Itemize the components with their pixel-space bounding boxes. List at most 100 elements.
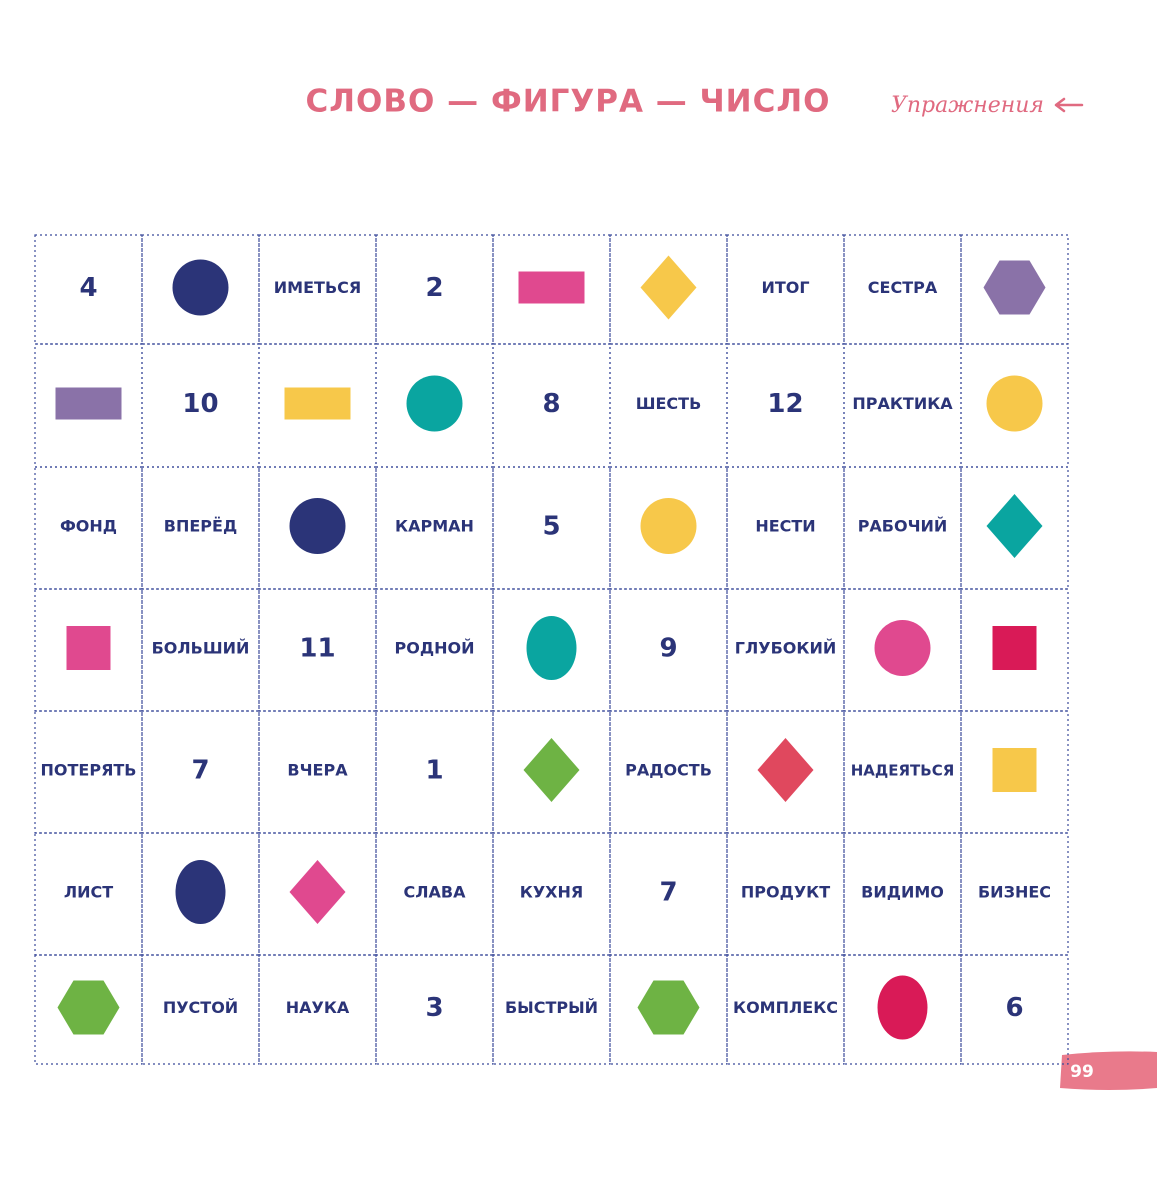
shape-diamond	[289, 860, 346, 924]
word-cell: ИМЕТЬСЯ	[274, 278, 361, 297]
word-cell: СЕСТРА	[868, 278, 938, 297]
shape-circle	[874, 620, 931, 676]
number-cell: 10	[182, 389, 218, 419]
shape-oval	[526, 616, 577, 680]
grid-cell	[258, 954, 377, 1065]
number-cell: 4	[79, 273, 97, 303]
word-cell: СЛАВА	[404, 883, 467, 902]
grid-cell	[609, 234, 728, 345]
grid-cell	[843, 234, 962, 345]
grid-cell	[492, 588, 611, 712]
word-cell: РАДОСТЬ	[625, 761, 712, 780]
word-cell: КУХНЯ	[520, 883, 583, 902]
shape-square	[992, 748, 1037, 792]
grid-cell	[258, 588, 377, 712]
grid-cell	[843, 710, 962, 834]
grid-cell	[34, 710, 143, 834]
grid-cell	[492, 710, 611, 834]
grid-cell	[141, 234, 260, 345]
word-cell: ФОНД	[60, 517, 117, 536]
grid-cell	[609, 954, 728, 1065]
word-cell: ГЛУБОКИЙ	[735, 639, 836, 658]
word-cell: ПРОДУКТ	[741, 883, 830, 902]
grid-cell	[726, 954, 845, 1065]
grid-cell	[960, 588, 1069, 712]
shape-square	[992, 626, 1037, 670]
grid-cell	[492, 954, 611, 1065]
grid-cell	[609, 466, 728, 590]
grid-cell	[258, 466, 377, 590]
grid-cell	[375, 710, 494, 834]
word-cell: РАБОЧИЙ	[858, 517, 948, 536]
word-cell: НАУКА	[286, 998, 350, 1017]
grid-cell	[375, 234, 494, 345]
grid-cell	[492, 234, 611, 345]
grid-cell	[141, 832, 260, 956]
grid-cell	[726, 710, 845, 834]
word-cell: ВЧЕРА	[287, 761, 348, 780]
shape-circle	[289, 498, 346, 554]
shape-circle	[406, 375, 463, 432]
grid-cell	[609, 710, 728, 834]
number-cell: 3	[425, 993, 443, 1023]
grid-cell	[492, 466, 611, 590]
shape-hexagon	[983, 260, 1046, 315]
grid-cell	[258, 234, 377, 345]
shape-rectangle	[55, 387, 122, 420]
grid-cell	[258, 832, 377, 956]
shape-diamond	[986, 494, 1043, 558]
shape-diamond	[640, 255, 697, 320]
word-cell: ПОТЕРЯТЬ	[41, 761, 137, 780]
grid-cell	[843, 832, 962, 956]
section-label: Упражнения	[891, 93, 1044, 118]
word-cell: ЛИСТ	[64, 883, 113, 902]
number-cell: 8	[542, 389, 560, 419]
grid-cell	[843, 588, 962, 712]
word-cell: БОЛЬШИЙ	[152, 639, 250, 658]
number-cell: 11	[299, 634, 335, 664]
shape-hexagon	[637, 980, 700, 1035]
grid-cell	[141, 954, 260, 1065]
grid-cell	[141, 588, 260, 712]
grid-cell	[375, 832, 494, 956]
grid-cell	[375, 588, 494, 712]
word-cell: БИЗНЕС	[978, 883, 1051, 902]
shape-oval	[877, 975, 928, 1040]
shape-rectangle	[518, 271, 585, 304]
page-tab	[1060, 1051, 1157, 1090]
grid-cell	[960, 710, 1069, 834]
page-number: 99	[1070, 1062, 1094, 1082]
shape-oval	[175, 860, 226, 924]
shape-hexagon	[57, 980, 120, 1035]
grid-cell	[609, 832, 728, 956]
grid-cell	[960, 466, 1069, 590]
word-cell: РОДНОЙ	[395, 639, 475, 658]
word-cell: КОМПЛЕКС	[733, 998, 838, 1017]
word-cell: НАДЕЯТЬСЯ	[851, 762, 955, 780]
word-cell: БЫСТРЫЙ	[505, 998, 598, 1017]
arrow-icon	[1054, 97, 1084, 113]
word-cell: НЕСТИ	[755, 517, 815, 536]
number-cell: 12	[767, 389, 803, 419]
grid-cell	[34, 588, 143, 712]
number-cell: 7	[191, 756, 209, 786]
number-cell: 2	[425, 273, 443, 303]
word-cell: КАРМАН	[395, 517, 474, 536]
grid: 4 ИМЕТЬСЯ 2 ИТОГ СЕСТРА 10 8 ШЕСТЬ 12 ПРАКТИКА ФОН…	[34, 234, 1069, 1065]
shape-square	[66, 626, 111, 670]
grid-cell	[960, 954, 1069, 1065]
number-cell: 1	[425, 756, 443, 786]
shape-rectangle	[284, 387, 351, 420]
grid-cell	[609, 588, 728, 712]
grid-cell	[34, 832, 143, 956]
grid-cell	[258, 710, 377, 834]
number-cell: 6	[1005, 993, 1023, 1023]
grid-cell	[375, 954, 494, 1065]
word-cell: ПРАКТИКА	[852, 394, 953, 413]
word-cell: ИТОГ	[761, 278, 809, 297]
grid-cell	[960, 832, 1069, 956]
grid-cell	[34, 954, 143, 1065]
number-cell: 9	[659, 634, 677, 664]
grid-cell	[141, 710, 260, 834]
